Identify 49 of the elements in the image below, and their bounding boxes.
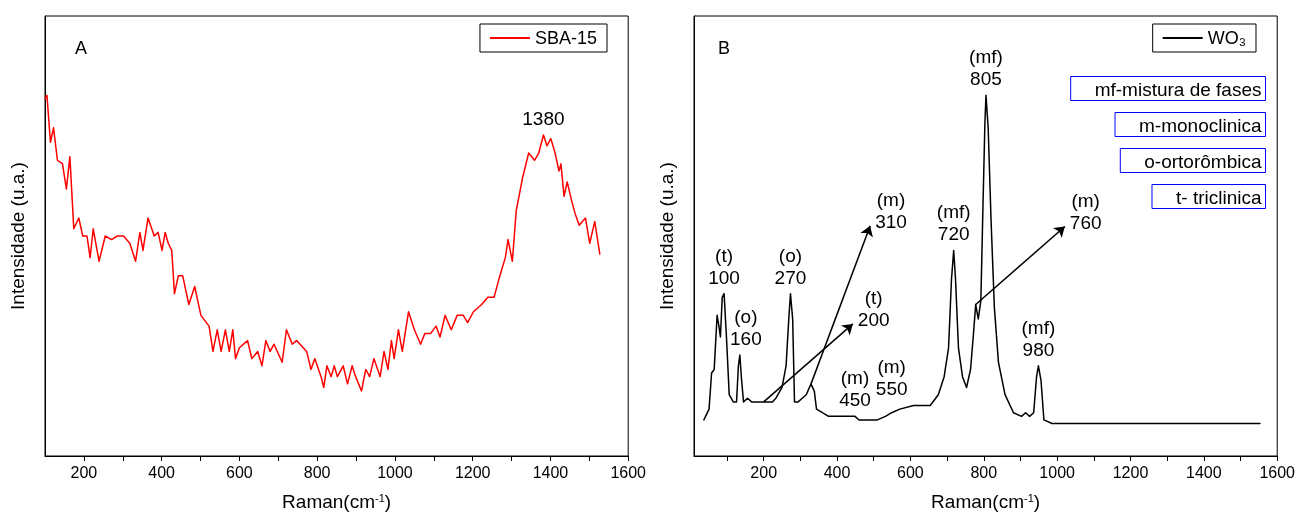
annotation: o-ortorômbica [1144, 150, 1262, 172]
y-axis-title: Intensidade (u.a.) [656, 162, 677, 310]
x-tick-label: 200 [750, 463, 778, 481]
x-tick-label: 800 [303, 463, 331, 481]
annotation: (mf) [936, 201, 971, 223]
annotation: mf-mistura de fases [1094, 78, 1262, 100]
annotation: (t) [715, 244, 734, 266]
annotation: 160 [730, 328, 762, 350]
x-tick-label: 800 [970, 463, 998, 481]
x-tick-label: 1000 [377, 463, 413, 481]
annotation: (m) [1071, 189, 1100, 211]
annotation: 200 [857, 308, 890, 330]
annotation: 720 [937, 223, 970, 245]
annotation: 270 [774, 266, 807, 288]
legend-label: WO₃ [1207, 28, 1247, 48]
annotation: (o) [778, 244, 803, 266]
annotation: (mf) [969, 46, 1003, 68]
annotation: 805 [970, 68, 1002, 90]
annotation: (m) [876, 188, 906, 210]
annotation: (m) [840, 367, 870, 389]
y-axis-title: Intensidade (u.a.) [7, 162, 28, 310]
x-tick-label: 400 [823, 463, 851, 481]
x-tick-label: 600 [897, 463, 924, 481]
x-tick-label: 1200 [454, 463, 491, 481]
annotation: 760 [1069, 211, 1102, 233]
annotation: 310 [875, 210, 907, 232]
annotation: (m) [877, 355, 906, 377]
annotation: (o) [734, 306, 758, 328]
annotation: (t) [864, 286, 883, 308]
x-tick-label: 1600 [610, 463, 647, 481]
annotation: 550 [875, 377, 908, 399]
x-tick-label: 200 [70, 463, 98, 481]
x-tick-label: 600 [226, 463, 253, 481]
annotation: 450 [839, 389, 871, 411]
chart-title: A [75, 38, 88, 58]
x-tick-label: 1400 [532, 463, 569, 481]
chart-title: B [718, 38, 731, 58]
x-tick-label: 1600 [1259, 463, 1296, 481]
x-tick-label: 1400 [1186, 463, 1222, 481]
annotation: (mf) [1021, 316, 1056, 338]
x-tick-label: 1200 [1112, 463, 1149, 481]
x-tick-label: 1000 [1039, 463, 1076, 481]
annotation: 100 [708, 266, 740, 288]
annotation: m-monoclinica [1139, 114, 1262, 136]
annotation: 980 [1022, 338, 1055, 360]
annotation: 1380 [522, 108, 565, 130]
x-tick-label: 400 [148, 463, 176, 481]
legend-label: SBA-15 [534, 28, 598, 48]
annotation: t- triclinica [1175, 186, 1262, 208]
